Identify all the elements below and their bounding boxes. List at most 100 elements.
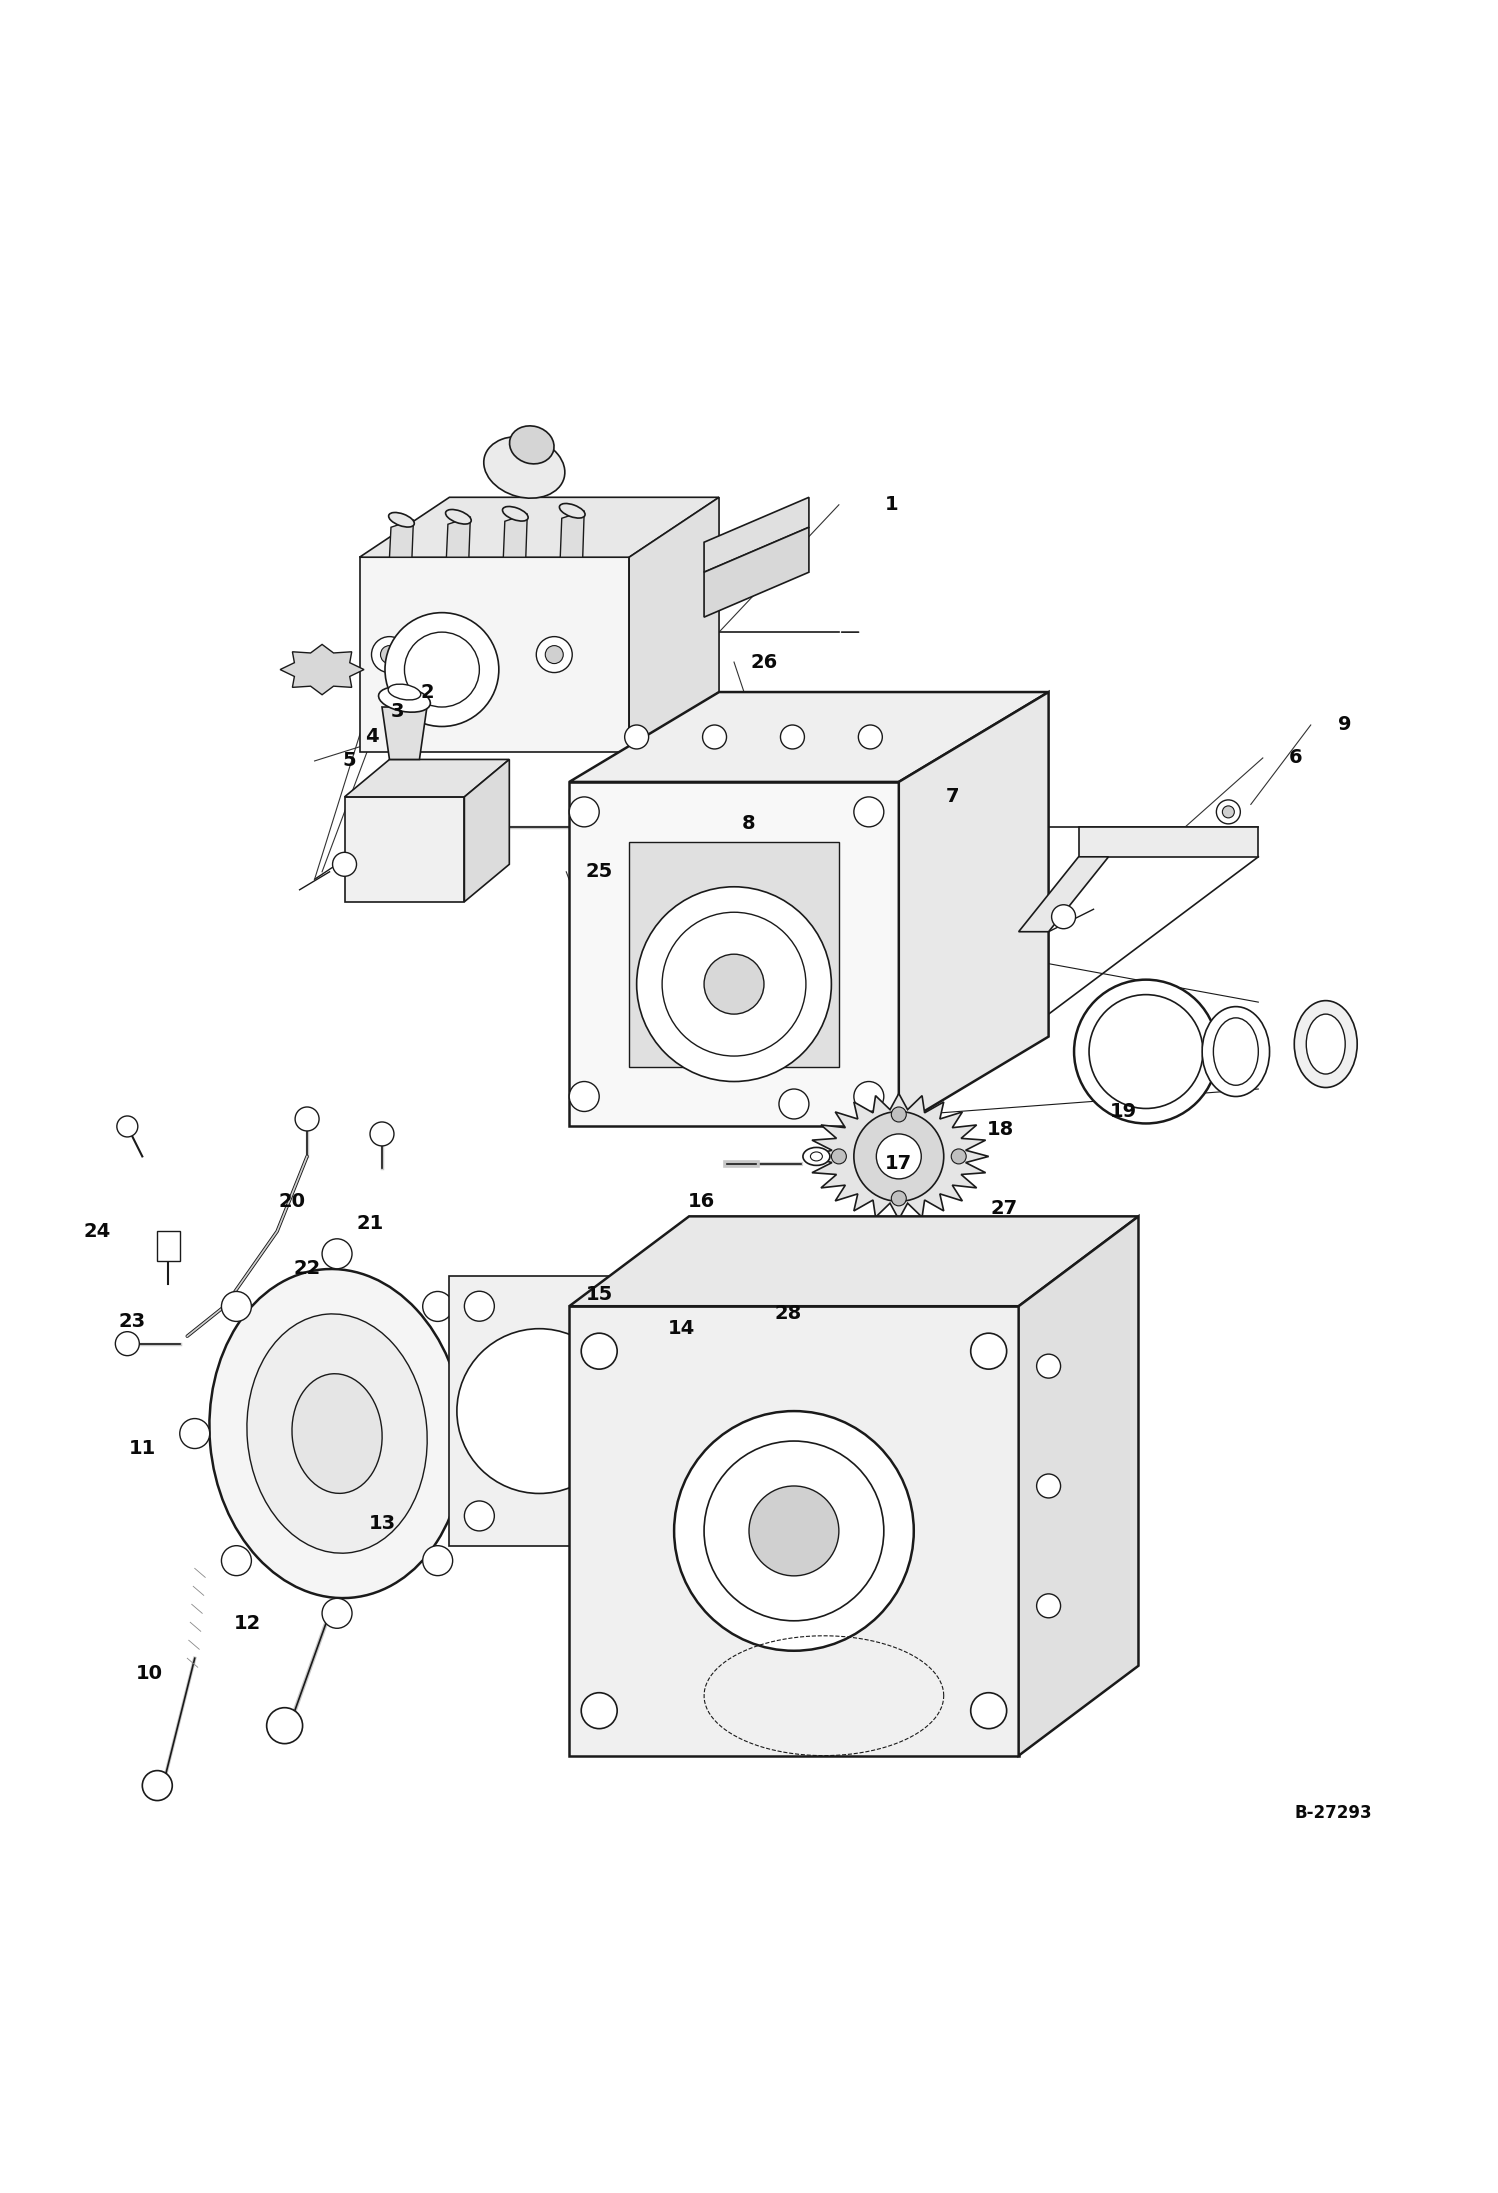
Ellipse shape	[247, 1314, 427, 1553]
Ellipse shape	[210, 1270, 464, 1599]
Text: 13: 13	[369, 1513, 395, 1533]
Circle shape	[322, 1239, 352, 1270]
Circle shape	[854, 1112, 944, 1202]
Circle shape	[370, 1123, 394, 1147]
Polygon shape	[449, 1276, 629, 1546]
Circle shape	[463, 645, 481, 664]
Circle shape	[536, 636, 572, 673]
Text: 9: 9	[1338, 715, 1353, 735]
Ellipse shape	[379, 686, 430, 713]
Circle shape	[322, 1599, 352, 1627]
Circle shape	[858, 726, 882, 750]
Polygon shape	[569, 693, 1049, 783]
Circle shape	[876, 1134, 921, 1180]
Circle shape	[115, 1331, 139, 1355]
Circle shape	[1216, 800, 1240, 825]
Polygon shape	[360, 557, 629, 752]
Circle shape	[569, 796, 599, 827]
Circle shape	[662, 912, 806, 1057]
Polygon shape	[464, 759, 509, 901]
Ellipse shape	[388, 513, 415, 526]
Text: 20: 20	[279, 1191, 306, 1211]
Circle shape	[779, 1090, 809, 1118]
Text: 18: 18	[987, 1121, 1014, 1138]
Text: 17: 17	[885, 1154, 912, 1173]
Circle shape	[1052, 906, 1076, 928]
Polygon shape	[629, 498, 719, 752]
Text: 16: 16	[688, 1191, 715, 1211]
Circle shape	[637, 886, 831, 1081]
Ellipse shape	[445, 509, 472, 524]
Text: B-27293: B-27293	[1294, 1803, 1372, 1822]
Circle shape	[854, 796, 884, 827]
Text: 6: 6	[1288, 748, 1303, 768]
Ellipse shape	[1294, 1000, 1357, 1088]
Circle shape	[464, 1292, 494, 1320]
Text: 12: 12	[234, 1614, 261, 1634]
Polygon shape	[809, 1094, 989, 1219]
Text: 25: 25	[586, 862, 613, 882]
Ellipse shape	[803, 1147, 830, 1164]
Circle shape	[584, 1500, 614, 1531]
Circle shape	[457, 1329, 622, 1493]
Circle shape	[971, 1333, 1007, 1368]
Polygon shape	[629, 842, 839, 1066]
Circle shape	[222, 1292, 252, 1322]
Circle shape	[625, 726, 649, 750]
Text: 24: 24	[84, 1222, 111, 1241]
Polygon shape	[560, 511, 584, 557]
Circle shape	[569, 1081, 599, 1112]
Circle shape	[422, 1292, 452, 1322]
Text: 4: 4	[364, 728, 379, 746]
Polygon shape	[899, 693, 1049, 1127]
Circle shape	[1074, 980, 1218, 1123]
Circle shape	[464, 1419, 494, 1450]
Circle shape	[222, 1546, 252, 1575]
Circle shape	[780, 726, 804, 750]
Circle shape	[267, 1708, 303, 1743]
Ellipse shape	[1213, 1018, 1258, 1086]
Circle shape	[380, 645, 398, 664]
Circle shape	[749, 1487, 839, 1577]
Text: 11: 11	[129, 1439, 156, 1458]
Ellipse shape	[1306, 1013, 1345, 1075]
Polygon shape	[345, 759, 509, 796]
Circle shape	[180, 1419, 210, 1450]
Text: 26: 26	[750, 654, 777, 671]
Polygon shape	[1019, 1217, 1138, 1757]
Polygon shape	[569, 1217, 1138, 1307]
Polygon shape	[446, 518, 470, 557]
Polygon shape	[569, 783, 899, 1127]
Circle shape	[1037, 1353, 1061, 1377]
Ellipse shape	[810, 1151, 822, 1160]
Text: 5: 5	[342, 752, 357, 770]
Text: 15: 15	[586, 1285, 613, 1303]
Circle shape	[891, 1191, 906, 1206]
Polygon shape	[1079, 827, 1258, 857]
Circle shape	[1089, 996, 1203, 1107]
Circle shape	[703, 726, 727, 750]
Circle shape	[584, 1292, 614, 1320]
Text: 8: 8	[742, 814, 756, 833]
Text: 23: 23	[118, 1311, 145, 1331]
Circle shape	[951, 1149, 966, 1164]
Circle shape	[581, 1333, 617, 1368]
Polygon shape	[389, 520, 413, 557]
Text: 1: 1	[884, 496, 899, 515]
Circle shape	[854, 1081, 884, 1112]
Polygon shape	[569, 1307, 1019, 1757]
Circle shape	[581, 1693, 617, 1728]
Circle shape	[891, 1107, 906, 1123]
Circle shape	[704, 1441, 884, 1621]
Text: 3: 3	[389, 702, 404, 721]
Circle shape	[971, 1693, 1007, 1728]
Polygon shape	[345, 796, 464, 901]
Polygon shape	[704, 526, 809, 616]
Text: 14: 14	[668, 1320, 695, 1338]
Polygon shape	[280, 645, 364, 695]
Circle shape	[464, 1500, 494, 1531]
Text: 27: 27	[990, 1200, 1017, 1219]
Circle shape	[831, 1149, 846, 1164]
Text: 7: 7	[945, 787, 960, 807]
Circle shape	[1222, 805, 1234, 818]
